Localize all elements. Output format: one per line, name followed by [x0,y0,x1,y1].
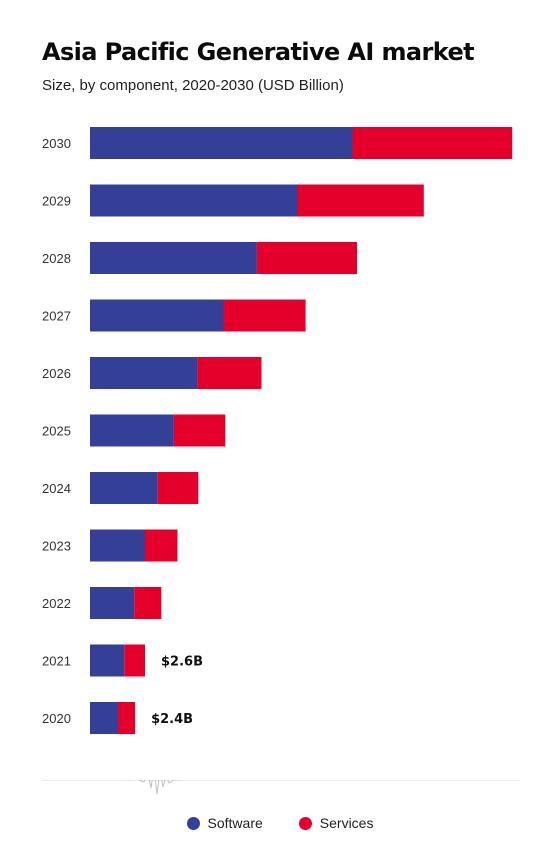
bar-software-2028 [90,242,257,274]
tick-label-2024: 2024 [42,481,71,496]
bar-services-2022 [134,587,162,619]
bar-services-2021 [124,644,145,677]
legend-swatch-services [298,816,312,830]
bar-services-2020 [118,702,136,734]
bar-software-2025 [90,414,174,447]
chart-legend: Software Services [0,815,560,831]
bar-services-2025 [173,414,226,447]
bar-software-2024 [90,472,158,504]
tick-label-2026: 2026 [42,366,71,381]
bar-software-2020 [90,702,118,734]
tick-label-2022: 2022 [42,596,71,611]
bar-services-2024 [157,472,199,504]
bar-services-2028 [256,242,357,274]
chart-title: Asia Pacific Generative AI market [42,38,475,66]
bar-software-2022 [90,587,135,619]
bar-software-2027 [90,299,224,332]
chart-subtitle: Size, by component, 2020-2030 (USD Billi… [42,77,344,94]
data-label-2021: $2.6B [161,655,203,670]
tick-label-2020: 2020 [42,711,71,726]
data-label-2020: $2.4B [151,712,193,727]
bar-software-2021 [90,644,125,677]
tick-label-2021: 2021 [42,654,71,669]
tick-label-2027: 2027 [42,309,71,324]
legend-label-services: Services [319,815,374,831]
bar-services-2027 [223,299,306,332]
tick-label-2025: 2025 [42,424,71,439]
tick-label-2030: 2030 [42,136,71,151]
legend-item-software[interactable]: Software [186,815,263,831]
bar-software-2023 [90,529,145,562]
stacked-bar-chart: 2030 2029 2028 2027 2026 2025 2024 2023 2022 2021… [42,127,513,734]
bar-services-2030 [352,127,513,159]
bar-services-2023 [145,529,178,562]
tick-label-2029: 2029 [42,194,71,209]
waveform-divider [42,780,520,795]
bar-services-2026 [197,357,262,389]
bar-software-2026 [90,357,198,389]
tick-label-2028: 2028 [42,251,71,266]
bar-software-2030 [90,127,353,159]
legend-swatch-software [186,816,200,830]
tick-label-2023: 2023 [42,539,71,554]
bar-services-2029 [297,184,424,217]
legend-label-software: Software [207,815,263,831]
legend-item-services[interactable]: Services [298,815,374,831]
bar-software-2029 [90,184,298,217]
